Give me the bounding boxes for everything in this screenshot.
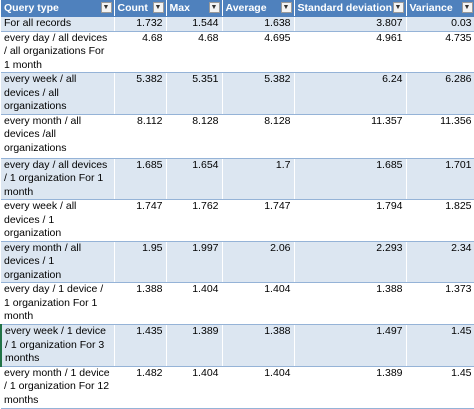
dropdown-arrow-icon[interactable]: ▼ bbox=[461, 2, 473, 13]
dropdown-arrow-icon[interactable]: ▼ bbox=[392, 2, 404, 13]
max-cell[interactable]: 1.654 bbox=[166, 158, 223, 200]
max-cell[interactable]: 1.762 bbox=[166, 199, 223, 242]
table-row: every week / 1 device / 1 organization F… bbox=[0, 324, 474, 367]
average-cell[interactable]: 1.404 bbox=[222, 282, 295, 325]
column-header-count[interactable]: Count ▼ bbox=[114, 0, 167, 17]
table-row: For all records 1.732 1.544 1.638 3.807 … bbox=[1, 16, 474, 32]
column-header-query-type[interactable]: Query type ▼ bbox=[1, 0, 115, 17]
variance-cell[interactable]: 1.701 bbox=[406, 158, 474, 200]
table-row: every month / all devices /all organizat… bbox=[1, 114, 474, 159]
query-type-cell[interactable]: every day / all devices / all organizati… bbox=[1, 31, 115, 73]
count-cell[interactable]: 4.68 bbox=[114, 31, 167, 73]
max-cell[interactable]: 8.128 bbox=[166, 114, 223, 159]
average-cell[interactable]: 8.128 bbox=[222, 114, 295, 159]
standard-deviation-cell[interactable]: 11.357 bbox=[294, 114, 407, 159]
average-cell[interactable]: 1.7 bbox=[222, 158, 295, 200]
variance-cell[interactable]: 0.03 bbox=[406, 16, 474, 32]
header-row: Query type ▼ Count ▼ Max ▼ Average ▼ Standar… bbox=[1, 0, 474, 17]
average-cell[interactable]: 4.695 bbox=[222, 31, 295, 73]
standard-deviation-cell[interactable]: 6.24 bbox=[294, 72, 407, 115]
query-type-cell[interactable]: every month / all devices / 1 organizati… bbox=[1, 241, 115, 283]
standard-deviation-cell[interactable]: 2.293 bbox=[294, 241, 407, 283]
variance-cell[interactable]: 11.356 bbox=[406, 114, 474, 159]
table-row: every week / all devices / 1 organizatio… bbox=[1, 199, 474, 242]
average-cell[interactable]: 1.747 bbox=[222, 199, 295, 242]
query-type-cell[interactable]: every day / 1 device / 1 organization Fo… bbox=[1, 282, 115, 325]
standard-deviation-cell[interactable]: 1.685 bbox=[294, 158, 407, 200]
dropdown-arrow-icon[interactable]: ▼ bbox=[152, 2, 164, 13]
query-type-cell[interactable]: every month / all devices /all organizat… bbox=[1, 114, 115, 159]
variance-cell[interactable]: 4.735 bbox=[406, 31, 474, 73]
variance-cell[interactable]: 2.34 bbox=[406, 241, 474, 283]
average-cell[interactable]: 1.638 bbox=[222, 16, 295, 32]
max-cell[interactable]: 4.68 bbox=[166, 31, 223, 73]
average-cell[interactable]: 1.404 bbox=[222, 366, 295, 409]
count-cell[interactable]: 1.388 bbox=[114, 282, 167, 325]
variance-cell[interactable]: 1.45 bbox=[406, 324, 474, 367]
variance-cell[interactable]: 1.45 bbox=[406, 366, 474, 409]
average-cell[interactable]: 1.388 bbox=[222, 324, 295, 367]
dropdown-arrow-icon[interactable]: ▼ bbox=[100, 2, 112, 13]
table-row: every day / 1 device / 1 organization Fo… bbox=[1, 282, 474, 325]
standard-deviation-cell[interactable]: 1.388 bbox=[294, 282, 407, 325]
count-cell[interactable]: 1.685 bbox=[114, 158, 167, 200]
count-cell[interactable]: 1.482 bbox=[114, 366, 167, 409]
max-cell[interactable]: 1.389 bbox=[166, 324, 223, 367]
dropdown-arrow-icon[interactable]: ▼ bbox=[280, 2, 292, 13]
table-row: every day / all devices / 1 organization… bbox=[1, 158, 474, 200]
average-cell[interactable]: 2.06 bbox=[222, 241, 295, 283]
count-cell[interactable]: 8.112 bbox=[114, 114, 167, 159]
column-header-standard-deviation[interactable]: Standard deviation ▼ bbox=[294, 0, 407, 17]
standard-deviation-cell[interactable]: 1.794 bbox=[294, 199, 407, 242]
table-row: every month / 1 device / 1 organization … bbox=[1, 366, 474, 409]
standard-deviation-cell[interactable]: 4.961 bbox=[294, 31, 407, 73]
standard-deviation-cell[interactable]: 1.389 bbox=[294, 366, 407, 409]
variance-cell[interactable]: 1.825 bbox=[406, 199, 474, 242]
count-cell[interactable]: 1.435 bbox=[114, 324, 167, 367]
query-type-cell[interactable]: every month / 1 device / 1 organization … bbox=[1, 366, 115, 409]
max-cell[interactable]: 1.544 bbox=[166, 16, 223, 32]
max-cell[interactable]: 1.997 bbox=[166, 241, 223, 283]
standard-deviation-cell[interactable]: 3.807 bbox=[294, 16, 407, 32]
table-row: every week / all devices / all organizat… bbox=[1, 72, 474, 115]
column-header-average[interactable]: Average ▼ bbox=[222, 0, 295, 17]
table-row: every month / all devices / 1 organizati… bbox=[1, 241, 474, 283]
count-cell[interactable]: 1.732 bbox=[114, 16, 167, 32]
count-cell[interactable]: 1.95 bbox=[114, 241, 167, 283]
query-type-cell[interactable]: For all records bbox=[1, 16, 115, 32]
standard-deviation-cell[interactable]: 1.497 bbox=[294, 324, 407, 367]
query-type-cell[interactable]: every day / all devices / 1 organization… bbox=[1, 158, 115, 200]
max-cell[interactable]: 1.404 bbox=[166, 282, 223, 325]
query-type-cell[interactable]: every week / 1 device / 1 organization F… bbox=[0, 324, 115, 367]
count-cell[interactable]: 1.747 bbox=[114, 199, 167, 242]
variance-cell[interactable]: 1.373 bbox=[406, 282, 474, 325]
query-type-cell[interactable]: every week / all devices / all organizat… bbox=[1, 72, 115, 115]
column-header-variance[interactable]: Variance ▼ bbox=[406, 0, 474, 17]
count-cell[interactable]: 5.382 bbox=[114, 72, 167, 115]
column-header-max[interactable]: Max ▼ bbox=[166, 0, 223, 17]
average-cell[interactable]: 5.382 bbox=[222, 72, 295, 115]
table-row: every day / all devices / all organizati… bbox=[1, 31, 474, 73]
max-cell[interactable]: 5.351 bbox=[166, 72, 223, 115]
max-cell[interactable]: 1.404 bbox=[166, 366, 223, 409]
dropdown-arrow-icon[interactable]: ▼ bbox=[208, 2, 220, 13]
query-type-cell[interactable]: every week / all devices / 1 organizatio… bbox=[1, 199, 115, 242]
variance-cell[interactable]: 6.286 bbox=[406, 72, 474, 115]
